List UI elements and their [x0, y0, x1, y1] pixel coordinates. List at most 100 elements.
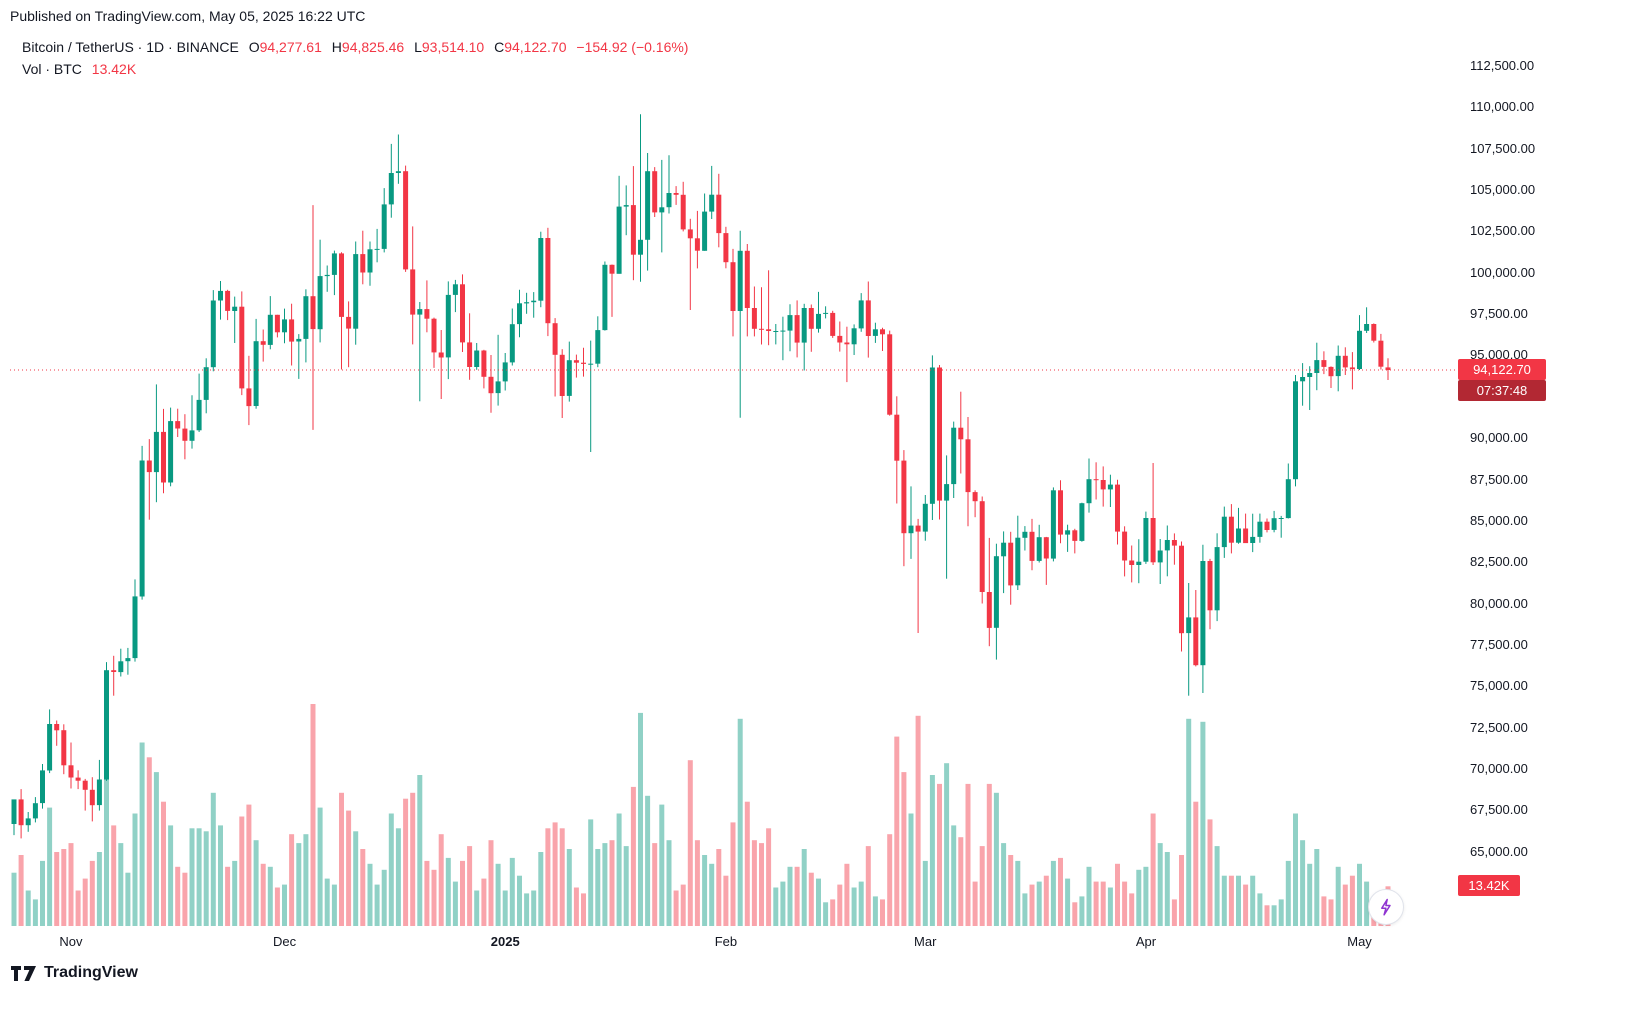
candle-body	[125, 658, 131, 662]
volume-bar	[246, 804, 252, 926]
volume-bar	[239, 816, 245, 926]
volume-bar	[1285, 860, 1291, 926]
candle-body	[431, 318, 437, 353]
candle-body	[452, 284, 458, 295]
volume-bar	[132, 813, 138, 926]
candle-body	[1200, 561, 1206, 666]
time-axis-label: Mar	[914, 934, 937, 949]
candle-body	[1136, 561, 1142, 565]
volume-bar	[118, 843, 124, 926]
candle-body	[1058, 490, 1063, 535]
candle-body	[623, 205, 629, 207]
footer-brand[interactable]: TradingView	[10, 964, 138, 982]
volume-bar	[630, 786, 636, 926]
volume-bar	[851, 887, 857, 926]
price-axis[interactable]: 112,500.00 110,000.00 107,500.00 105,000.00…	[1458, 0, 1634, 960]
candle-body	[403, 171, 409, 270]
volume-bar	[203, 831, 209, 926]
price-axis-label: 100,000.00	[1470, 264, 1536, 280]
candle-body	[759, 328, 764, 330]
volume-bar	[54, 852, 60, 926]
volume-bar	[1029, 884, 1035, 926]
candle-body	[524, 302, 530, 304]
candle-body	[317, 276, 323, 330]
volume-bar	[424, 860, 430, 926]
candle-body	[979, 501, 985, 592]
price-axis-label: 67,500.00	[1470, 802, 1528, 818]
candle-body	[68, 765, 74, 778]
volume-bar	[1050, 860, 1056, 926]
candle-body	[894, 414, 900, 461]
volume-bar	[602, 843, 608, 926]
candle-body	[296, 338, 302, 342]
instant-chart-button[interactable]	[1368, 889, 1404, 925]
volume-bar	[274, 887, 280, 926]
volume-bar	[908, 813, 914, 926]
volume-bar	[388, 813, 394, 926]
candle-body	[1349, 367, 1355, 370]
volume-bar	[787, 866, 793, 926]
volume-bar	[509, 857, 515, 926]
candle-body	[1357, 330, 1362, 369]
volume-bar	[381, 869, 387, 926]
volume-bar	[1214, 846, 1220, 926]
volume-bar	[517, 875, 522, 926]
chart-legend: Bitcoin / TetherUS · 1D · BINANCE O94,27…	[22, 39, 688, 55]
candle-body	[531, 300, 537, 303]
candle-body	[289, 319, 295, 342]
candle-body	[96, 779, 102, 806]
candle-body	[915, 525, 921, 532]
candle-body	[965, 439, 971, 493]
candle-body	[438, 352, 444, 358]
candle-body	[595, 330, 601, 364]
volume-bar	[260, 863, 266, 926]
volume-bar	[965, 783, 971, 926]
volume-bar	[780, 881, 786, 926]
volume-bar	[89, 860, 95, 926]
candle-body	[1143, 518, 1149, 562]
candle-body	[908, 525, 914, 534]
volume-bar	[545, 828, 551, 926]
high-label: H	[331, 39, 342, 55]
volume-bar	[367, 863, 373, 926]
candle-body	[944, 484, 950, 501]
candle-body	[104, 670, 109, 780]
candle-body	[1022, 531, 1028, 538]
volume-bar	[1307, 863, 1313, 926]
volume-bar	[1129, 893, 1135, 926]
candle-body	[716, 194, 722, 234]
volume-bar	[452, 881, 458, 926]
candle-body	[986, 592, 992, 628]
price-axis-label: 82,500.00	[1470, 554, 1528, 570]
volume-bar	[210, 792, 216, 926]
candle-body	[1100, 480, 1106, 490]
candle-body	[1371, 324, 1377, 341]
volume-bar	[353, 831, 359, 926]
candle-body	[823, 312, 829, 314]
volume-bar	[830, 899, 836, 926]
volume-bar	[1278, 899, 1284, 926]
volume-bar	[816, 878, 821, 926]
volume-bar	[915, 715, 921, 926]
candle-body	[552, 323, 558, 355]
candle-body	[1050, 490, 1056, 559]
time-axis[interactable]: Nov Dec 2025 Feb Mar Apr May	[0, 928, 1458, 954]
candle-body	[1285, 479, 1291, 519]
candle-body	[1307, 373, 1313, 377]
candle-body	[1065, 530, 1071, 535]
volume-bar	[1093, 881, 1099, 926]
candle-body	[1378, 340, 1384, 367]
candle-body	[545, 238, 551, 324]
volume-bar	[1036, 881, 1042, 926]
candle-body	[25, 818, 31, 826]
volume-bar	[1179, 855, 1184, 926]
candle-body	[887, 334, 893, 415]
footer-brand-label: TradingView	[44, 964, 138, 981]
volume-bar	[1072, 902, 1078, 926]
candle-body	[310, 296, 316, 330]
candle-body	[1171, 540, 1177, 546]
volume-bar	[1264, 905, 1270, 926]
candle-body	[1236, 528, 1241, 543]
candle-body	[1157, 550, 1163, 563]
